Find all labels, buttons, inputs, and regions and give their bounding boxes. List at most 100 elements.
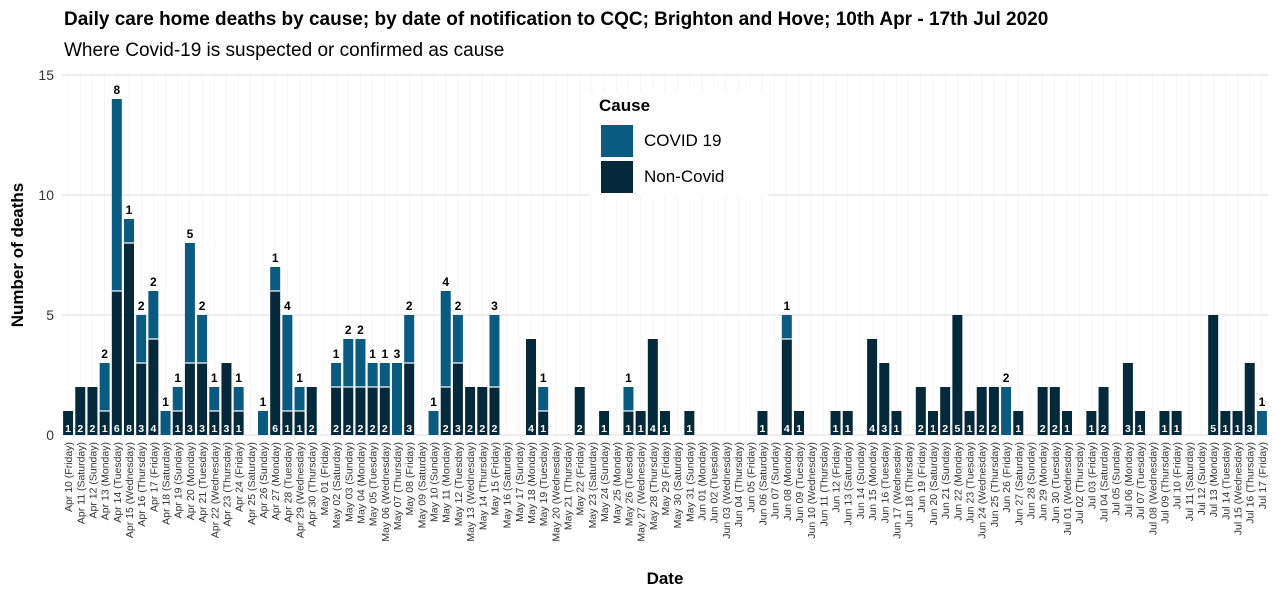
bar-non-covid (1086, 411, 1097, 435)
x-tick-label: May 01 (Friday) (319, 442, 331, 516)
data-label-covid: 1 (1259, 395, 1266, 409)
bar-covid (623, 387, 634, 411)
data-label-non-covid: 6 (114, 423, 120, 435)
data-label-non-covid: 4 (650, 423, 656, 435)
bar-covid (172, 387, 183, 411)
x-tick-label: Jun 28 (Sunday) (1025, 442, 1037, 519)
x-tick-label: May 26 (Tuesday) (623, 442, 635, 526)
data-label-non-covid: 1 (1137, 423, 1143, 435)
bar-non-covid (63, 411, 74, 435)
x-tick-label: Jul 10 (Friday) (1172, 442, 1184, 509)
x-tick-label: May 02 (Saturday) (331, 442, 343, 528)
x-tick-label: Jul 11 (Saturday) (1184, 442, 1196, 521)
data-label-non-covid: 2 (918, 423, 924, 435)
x-tick-label: Jun 18 (Thursday) (904, 442, 916, 527)
data-label-non-covid: 3 (1125, 423, 1131, 435)
y-tick-label: 5 (46, 307, 54, 323)
bar-non-covid (1171, 411, 1182, 435)
x-tick-label: Jun 19 (Friday) (916, 442, 928, 513)
bar-covid (270, 267, 281, 291)
x-tick-label: Jun 02 (Tuesday) (709, 442, 721, 523)
bar-non-covid (209, 411, 220, 435)
data-label-covid: 2 (455, 299, 462, 313)
x-tick-label: Jul 06 (Monday) (1123, 442, 1135, 517)
data-label-covid: 5 (187, 227, 194, 241)
x-tick-label: Apr 24 (Friday) (234, 442, 246, 512)
x-tick-label: May 25 (Monday) (611, 442, 623, 524)
bar-non-covid (647, 339, 658, 435)
bar-covid (1256, 411, 1267, 435)
x-tick-label: Jun 01 (Monday) (697, 442, 709, 521)
data-label-non-covid: 5 (1210, 423, 1216, 435)
data-label-non-covid: 2 (991, 423, 997, 435)
bar-non-covid (1098, 387, 1109, 435)
data-label-non-covid: 1 (1235, 423, 1241, 435)
bar-covid (99, 363, 110, 411)
y-tick-label: 10 (38, 187, 54, 203)
data-label-non-covid: 1 (845, 423, 851, 435)
bar-non-covid (1220, 411, 1231, 435)
x-tick-label: May 27 (Wednesday) (636, 442, 648, 542)
data-label-non-covid: 1 (930, 423, 936, 435)
data-label-non-covid: 3 (406, 423, 412, 435)
bar-non-covid (87, 387, 98, 435)
x-tick-label: Jul 09 (Thursday) (1159, 442, 1171, 524)
x-tick-label: Apr 30 (Thursday) (307, 442, 319, 527)
bar-non-covid (1208, 315, 1219, 435)
data-label-covid: 1 (211, 371, 218, 385)
bar-covid (160, 411, 171, 435)
bar-covid (282, 315, 293, 411)
data-label-non-covid: 3 (187, 423, 193, 435)
bar-covid (379, 363, 390, 387)
x-tick-label: Apr 19 (Sunday) (173, 442, 185, 518)
x-tick-label: Apr 11 (Saturday) (75, 442, 87, 524)
bar-non-covid (538, 411, 549, 435)
data-label-non-covid: 2 (382, 423, 388, 435)
bar-covid (184, 243, 195, 363)
x-tick-label: Jun 16 (Tuesday) (879, 442, 891, 523)
data-label-non-covid: 1 (65, 423, 71, 435)
bar-non-covid (404, 363, 415, 435)
y-tick-label: 0 (46, 427, 54, 443)
x-tick-label: May 16 (Saturday) (502, 442, 514, 528)
bar-non-covid (794, 411, 804, 435)
bar-non-covid (952, 315, 963, 435)
x-tick-label: May 18 (Monday) (526, 442, 538, 524)
data-label-covid: 3 (491, 299, 498, 313)
bar-non-covid (526, 339, 536, 435)
x-tick-label: May 09 (Saturday) (416, 442, 428, 528)
x-tick-label: May 24 (Sunday) (599, 442, 611, 522)
y-axis-label: Number of deaths (8, 183, 27, 328)
data-label-non-covid: 3 (138, 423, 144, 435)
data-label-non-covid: 2 (1040, 423, 1046, 435)
bar-non-covid (1244, 363, 1255, 435)
legend-label-covid: COVID 19 (644, 131, 722, 150)
bar-non-covid (331, 387, 342, 435)
x-tick-label: Apr 26 (Sunday) (258, 442, 270, 518)
bar-non-covid (294, 411, 305, 435)
data-label-non-covid: 4 (150, 423, 156, 435)
data-label-covid: 1 (381, 347, 388, 361)
x-tick-label: Jun 14 (Sunday) (855, 442, 867, 519)
bar-non-covid (1037, 387, 1048, 435)
x-tick-label: Jul 04 (Saturday) (1099, 442, 1111, 522)
x-tick-label: Jul 13 (Monday) (1208, 442, 1220, 517)
data-label-non-covid: 2 (479, 423, 485, 435)
bar-non-covid (757, 411, 768, 435)
x-tick-label: May 17 (Sunday) (514, 442, 526, 522)
x-tick-label: Jun 10 (Wednesday) (806, 442, 818, 539)
data-label-non-covid: 1 (686, 423, 692, 435)
data-label-non-covid: 1 (1174, 423, 1180, 435)
data-label-non-covid: 2 (309, 423, 315, 435)
data-label-non-covid: 5 (954, 423, 960, 435)
x-tick-label: Jul 08 (Wednesday) (1147, 442, 1159, 535)
data-label-non-covid: 1 (626, 423, 632, 435)
legend: Cause COVID 19 Non-Covid (590, 92, 768, 196)
x-tick-label: Apr 14 (Tuesday) (112, 442, 124, 523)
bar-covid (404, 315, 415, 363)
data-label-covid: 1 (369, 347, 376, 361)
bar-covid (111, 99, 122, 291)
data-label-non-covid: 2 (467, 423, 473, 435)
bar-non-covid (574, 387, 585, 435)
x-tick-label: Jun 25 (Thursday) (989, 442, 1001, 527)
